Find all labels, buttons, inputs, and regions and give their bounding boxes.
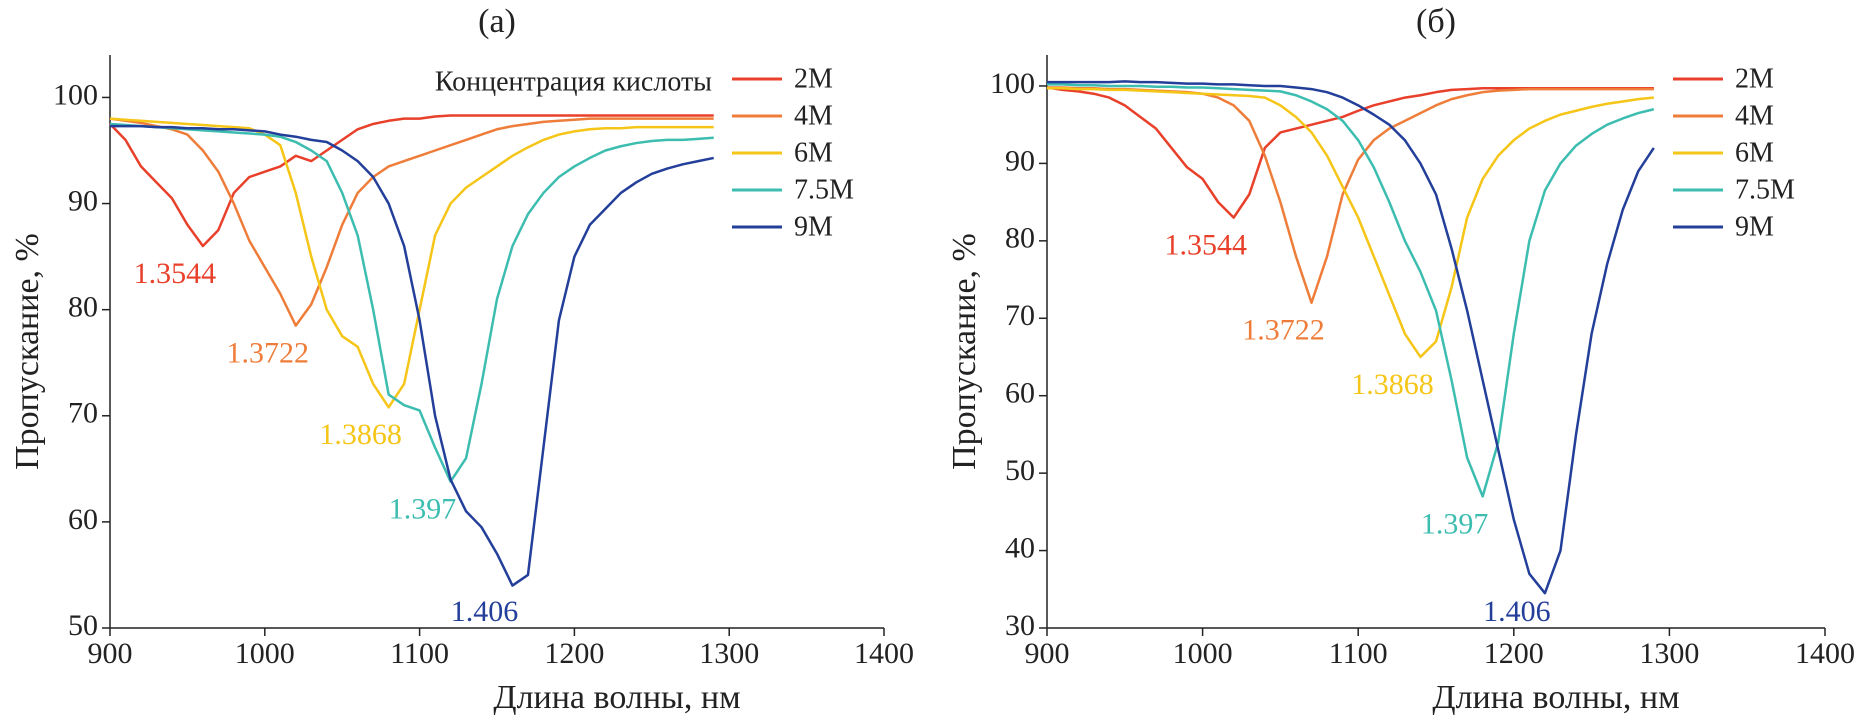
peak-label: 1.3544: [1164, 228, 1247, 261]
peak-label: 1.3544: [134, 257, 217, 290]
peak-label: 1.406: [451, 595, 519, 628]
legend-label: 2M: [794, 63, 833, 94]
series-line: [1047, 83, 1655, 498]
x-tick-label: 1000: [1173, 637, 1233, 670]
series-line: [109, 122, 714, 483]
x-tick-label: 1100: [390, 637, 449, 670]
x-axis-label: Длина волны, нм: [1432, 679, 1679, 716]
y-tick-label: 50: [68, 609, 98, 642]
x-tick-label: 1000: [235, 637, 295, 670]
series-line: [1047, 86, 1654, 305]
legend-label: 9M: [1735, 211, 1774, 242]
series-line: [109, 117, 714, 409]
series-line: [110, 124, 714, 587]
series-line: [1046, 86, 1654, 219]
series-line: [109, 114, 714, 248]
series-line: [1047, 87, 1654, 359]
legend-label: 9M: [794, 211, 833, 242]
peak-label: 1.397: [389, 492, 457, 525]
y-tick-label: 40: [1005, 531, 1035, 564]
chart-title: (а): [478, 3, 516, 40]
x-tick-label: 900: [1025, 637, 1070, 670]
legend-label: 6M: [794, 137, 833, 168]
legend-label: 4M: [794, 100, 833, 131]
legend-label: 7.5M: [794, 174, 854, 205]
y-axis-label: Пропускание, %: [9, 233, 46, 470]
x-axis-label: Длина волны, нм: [493, 679, 740, 716]
legend-title: Концентрация кислоты: [435, 66, 712, 97]
peak-label: 1.3722: [1242, 314, 1325, 347]
y-tick-label: 60: [68, 503, 98, 536]
y-tick-label: 60: [1005, 377, 1035, 410]
y-tick-label: 90: [68, 184, 98, 217]
peak-label: 1.397: [1421, 507, 1489, 540]
x-tick-label: 1400: [1795, 637, 1855, 670]
peak-label: 1.3722: [227, 336, 310, 369]
legend-label: 4M: [1735, 100, 1774, 131]
legend-label: 7.5M: [1735, 174, 1795, 205]
x-tick-label: 1200: [544, 637, 604, 670]
y-tick-label: 50: [1005, 454, 1035, 487]
y-tick-label: 70: [1005, 299, 1035, 332]
y-axis-label: Пропускание, %: [946, 233, 983, 470]
y-tick-label: 100: [990, 67, 1035, 100]
peak-label: 1.3868: [319, 418, 402, 451]
x-tick-label: 1300: [1639, 637, 1699, 670]
peak-label: 1.406: [1483, 595, 1551, 628]
x-tick-label: 900: [88, 637, 133, 670]
x-tick-label: 1400: [854, 637, 914, 670]
legend-label: 6M: [1735, 137, 1774, 168]
legend-label: 2M: [1735, 63, 1774, 94]
y-tick-label: 30: [1005, 609, 1035, 642]
y-tick-label: 100: [53, 78, 98, 111]
y-tick-label: 90: [1005, 144, 1035, 177]
y-tick-label: 80: [1005, 222, 1035, 255]
x-tick-label: 1100: [1329, 637, 1388, 670]
series-line: [1047, 80, 1655, 595]
y-tick-label: 70: [68, 397, 98, 430]
y-tick-label: 80: [68, 291, 98, 324]
series-line: [109, 117, 714, 327]
peak-label: 1.3868: [1351, 368, 1434, 401]
chart-title: (б): [1416, 3, 1456, 40]
x-tick-label: 1200: [1484, 637, 1544, 670]
x-tick-label: 1300: [699, 637, 759, 670]
